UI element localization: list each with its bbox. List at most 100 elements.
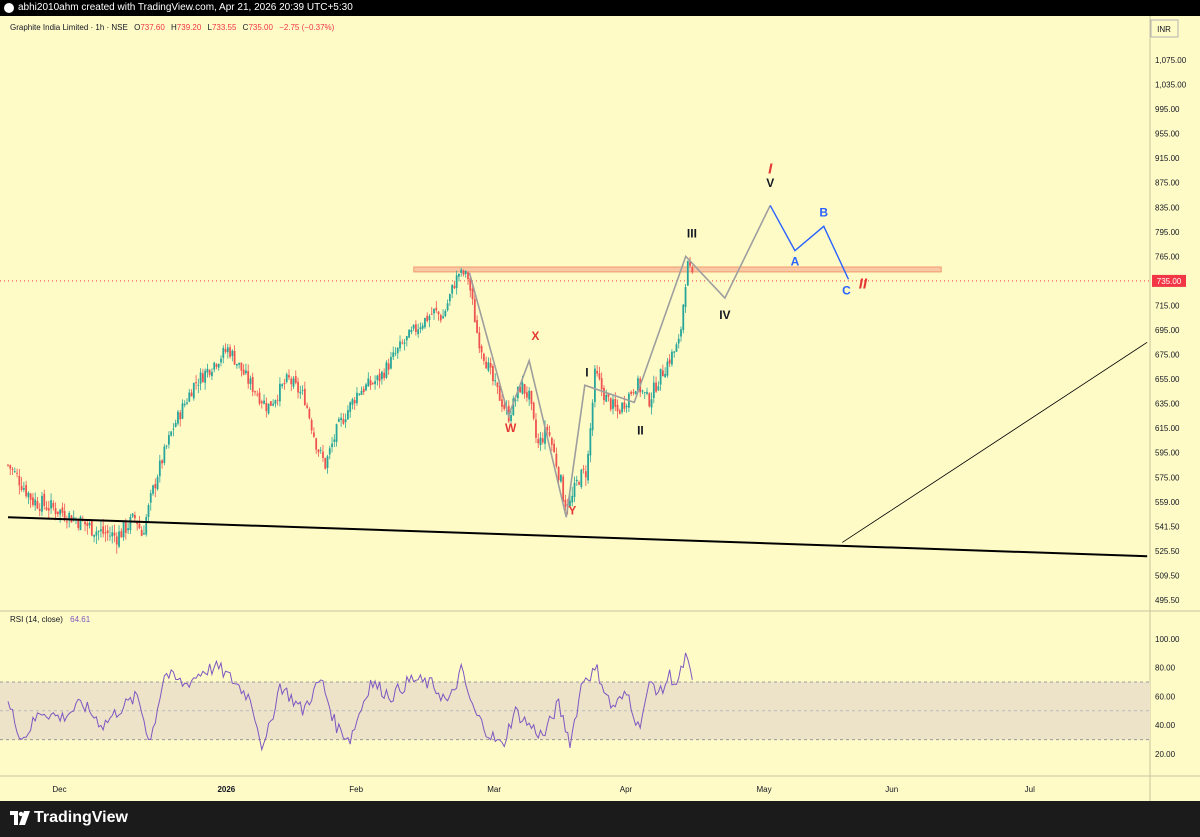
rsi-axis[interactable]: 100.00 80.00 60.00 40.00 20.00 bbox=[1155, 635, 1180, 759]
rsi-legend: RSI (14, close) 64.61 bbox=[10, 615, 91, 624]
symbol-legend: Graphite India Limited · 1h · NSE O737.6… bbox=[10, 23, 335, 32]
candle-body bbox=[512, 398, 515, 416]
candle-body bbox=[600, 378, 603, 390]
wave-label: W bbox=[505, 421, 517, 435]
candle-body bbox=[412, 324, 415, 329]
candle-body bbox=[317, 449, 320, 453]
time-tick-label: May bbox=[756, 785, 771, 794]
candle-body bbox=[102, 526, 105, 534]
candle-body bbox=[188, 392, 191, 402]
candle-body bbox=[247, 371, 250, 384]
candle-body bbox=[630, 391, 633, 395]
candle-body bbox=[324, 458, 327, 469]
candle-body bbox=[199, 372, 202, 384]
header-bar: abhi2010ahm created with TradingView.com… bbox=[0, 0, 1200, 16]
time-tick-label: 2026 bbox=[217, 785, 235, 794]
candle-body bbox=[666, 361, 669, 376]
candle-body bbox=[208, 370, 211, 375]
candle-body bbox=[396, 347, 399, 354]
candle-body bbox=[50, 500, 52, 509]
candle-body bbox=[426, 315, 429, 322]
candle-body bbox=[337, 418, 340, 422]
candle-body bbox=[183, 403, 186, 406]
candle-body bbox=[435, 307, 438, 311]
candle-body bbox=[673, 351, 676, 353]
close-value: 735.00 bbox=[248, 23, 273, 32]
candle-body bbox=[528, 390, 531, 400]
candle-body bbox=[614, 399, 617, 408]
candle-body bbox=[249, 378, 252, 385]
open-value: 737.60 bbox=[140, 23, 165, 32]
candle-body bbox=[279, 383, 281, 402]
candle-body bbox=[652, 382, 655, 399]
time-axis[interactable]: Dec 2026 Feb Mar Apr May Jun Jul bbox=[52, 785, 1035, 794]
candle-body bbox=[36, 501, 39, 509]
candle-body bbox=[446, 303, 449, 311]
candle-body bbox=[530, 390, 533, 404]
candle-body bbox=[668, 359, 671, 364]
candle-body bbox=[655, 382, 657, 392]
chart-area[interactable]: X W Y I II III IV V I A B C II 1,075.00 1,035.00 995.0… bbox=[0, 16, 1200, 801]
wave-path-blue[interactable] bbox=[769, 205, 850, 280]
time-tick-label: Apr bbox=[620, 785, 633, 794]
candle-body bbox=[546, 426, 549, 431]
candle-body bbox=[90, 520, 93, 536]
candle-body bbox=[464, 270, 467, 275]
candle-body bbox=[9, 465, 12, 469]
tradingview-small-logo-icon bbox=[4, 3, 14, 13]
candle-body bbox=[503, 404, 506, 409]
change-value: −2.75 (−0.37%) bbox=[279, 23, 334, 32]
elliott-wave-paths[interactable] bbox=[468, 205, 850, 518]
candle-body bbox=[399, 341, 401, 349]
candle-body bbox=[315, 438, 318, 450]
candle-body bbox=[659, 368, 662, 385]
wave-path-grey[interactable] bbox=[468, 205, 771, 518]
candle-body bbox=[489, 363, 492, 368]
rising-trendline[interactable] bbox=[842, 341, 1148, 543]
candle-body bbox=[349, 402, 352, 412]
last-price-badge bbox=[1152, 274, 1186, 287]
candle-body bbox=[460, 269, 463, 273]
wave-label: I bbox=[768, 161, 773, 178]
candle-body bbox=[498, 385, 501, 401]
price-tick-label: 541.50 bbox=[1155, 522, 1180, 531]
candle-body bbox=[532, 402, 535, 419]
candle-body bbox=[632, 392, 635, 394]
candle-body bbox=[138, 523, 141, 529]
candle-body bbox=[362, 388, 365, 393]
price-tick-label: 509.50 bbox=[1155, 571, 1180, 580]
candle-body bbox=[328, 448, 331, 455]
time-tick-label: Mar bbox=[487, 785, 501, 794]
candle-body bbox=[265, 402, 268, 412]
candle-body bbox=[634, 391, 637, 395]
candle-body bbox=[405, 336, 408, 341]
price-axis[interactable]: 1,075.00 1,035.00 995.00 955.00 915.00 875.00… bbox=[1155, 56, 1187, 605]
candle-body bbox=[383, 372, 386, 379]
wave-label: Y bbox=[568, 503, 576, 517]
candle-body bbox=[605, 394, 608, 402]
candle-body bbox=[686, 261, 689, 286]
candle-body bbox=[206, 368, 209, 373]
candle-body bbox=[360, 390, 363, 395]
candle-body bbox=[190, 392, 193, 397]
candle-body bbox=[680, 329, 682, 337]
candle-body bbox=[612, 399, 614, 409]
candle-body bbox=[301, 390, 304, 392]
low-value: 733.55 bbox=[212, 23, 237, 32]
candle-body bbox=[342, 419, 345, 424]
support-trendline[interactable] bbox=[7, 516, 1148, 558]
candle-body bbox=[564, 499, 567, 507]
candle-body bbox=[310, 420, 313, 431]
candle-body bbox=[648, 393, 651, 407]
currency-box[interactable] bbox=[1150, 19, 1179, 38]
resistance-zone[interactable] bbox=[413, 266, 942, 273]
candle-body bbox=[455, 275, 458, 289]
candle-body bbox=[553, 443, 556, 453]
candle-body bbox=[587, 453, 589, 481]
trendlines[interactable] bbox=[7, 341, 1148, 558]
candle-body bbox=[54, 508, 57, 515]
candle-body bbox=[174, 422, 177, 427]
candle-body bbox=[521, 382, 524, 394]
